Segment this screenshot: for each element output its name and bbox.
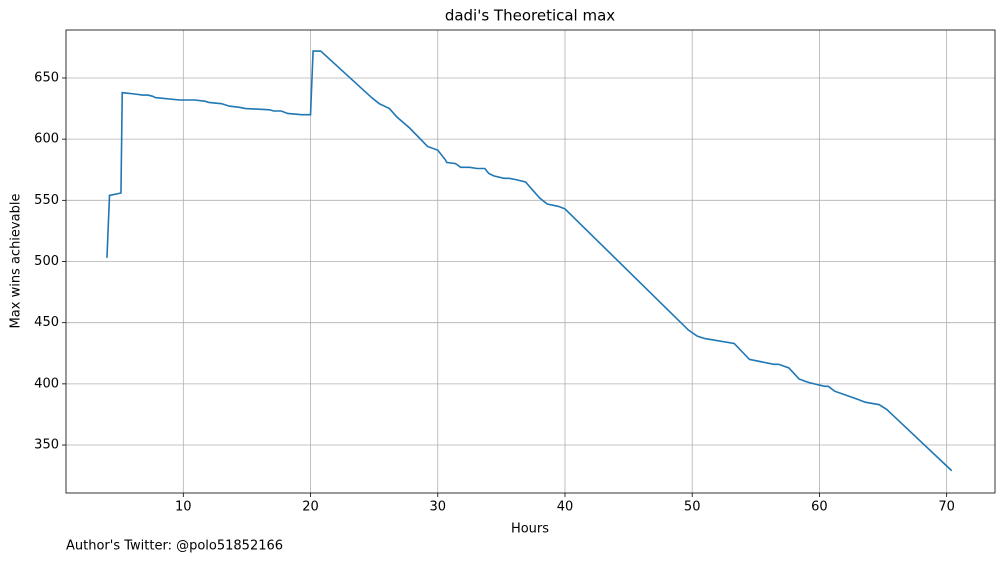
y-tick-label: 400 bbox=[34, 376, 59, 391]
x-tick-label: 50 bbox=[684, 500, 701, 515]
x-axis-label: Hours bbox=[511, 522, 549, 537]
x-tick-label: 70 bbox=[938, 500, 955, 515]
data-line bbox=[106, 50, 953, 472]
y-tick-label: 350 bbox=[34, 438, 59, 453]
x-tick-label: 60 bbox=[811, 500, 828, 515]
y-axis-label: Max wins achievable bbox=[9, 194, 24, 329]
y-tick-label: 600 bbox=[34, 132, 59, 147]
chart-title: dadi's Theoretical max bbox=[445, 7, 615, 25]
x-tick-label: 40 bbox=[557, 500, 574, 515]
y-tick-label: 550 bbox=[34, 193, 59, 208]
x-tick-label: 20 bbox=[302, 500, 319, 515]
plot-frame bbox=[65, 29, 996, 494]
x-tick-label: 10 bbox=[175, 500, 192, 515]
footnote: Author's Twitter: @polo51852166 bbox=[66, 539, 283, 554]
y-tick-label: 500 bbox=[34, 254, 59, 269]
y-tick-label: 650 bbox=[34, 70, 59, 85]
x-tick-label: 30 bbox=[429, 500, 446, 515]
y-tick-label: 450 bbox=[34, 315, 59, 330]
